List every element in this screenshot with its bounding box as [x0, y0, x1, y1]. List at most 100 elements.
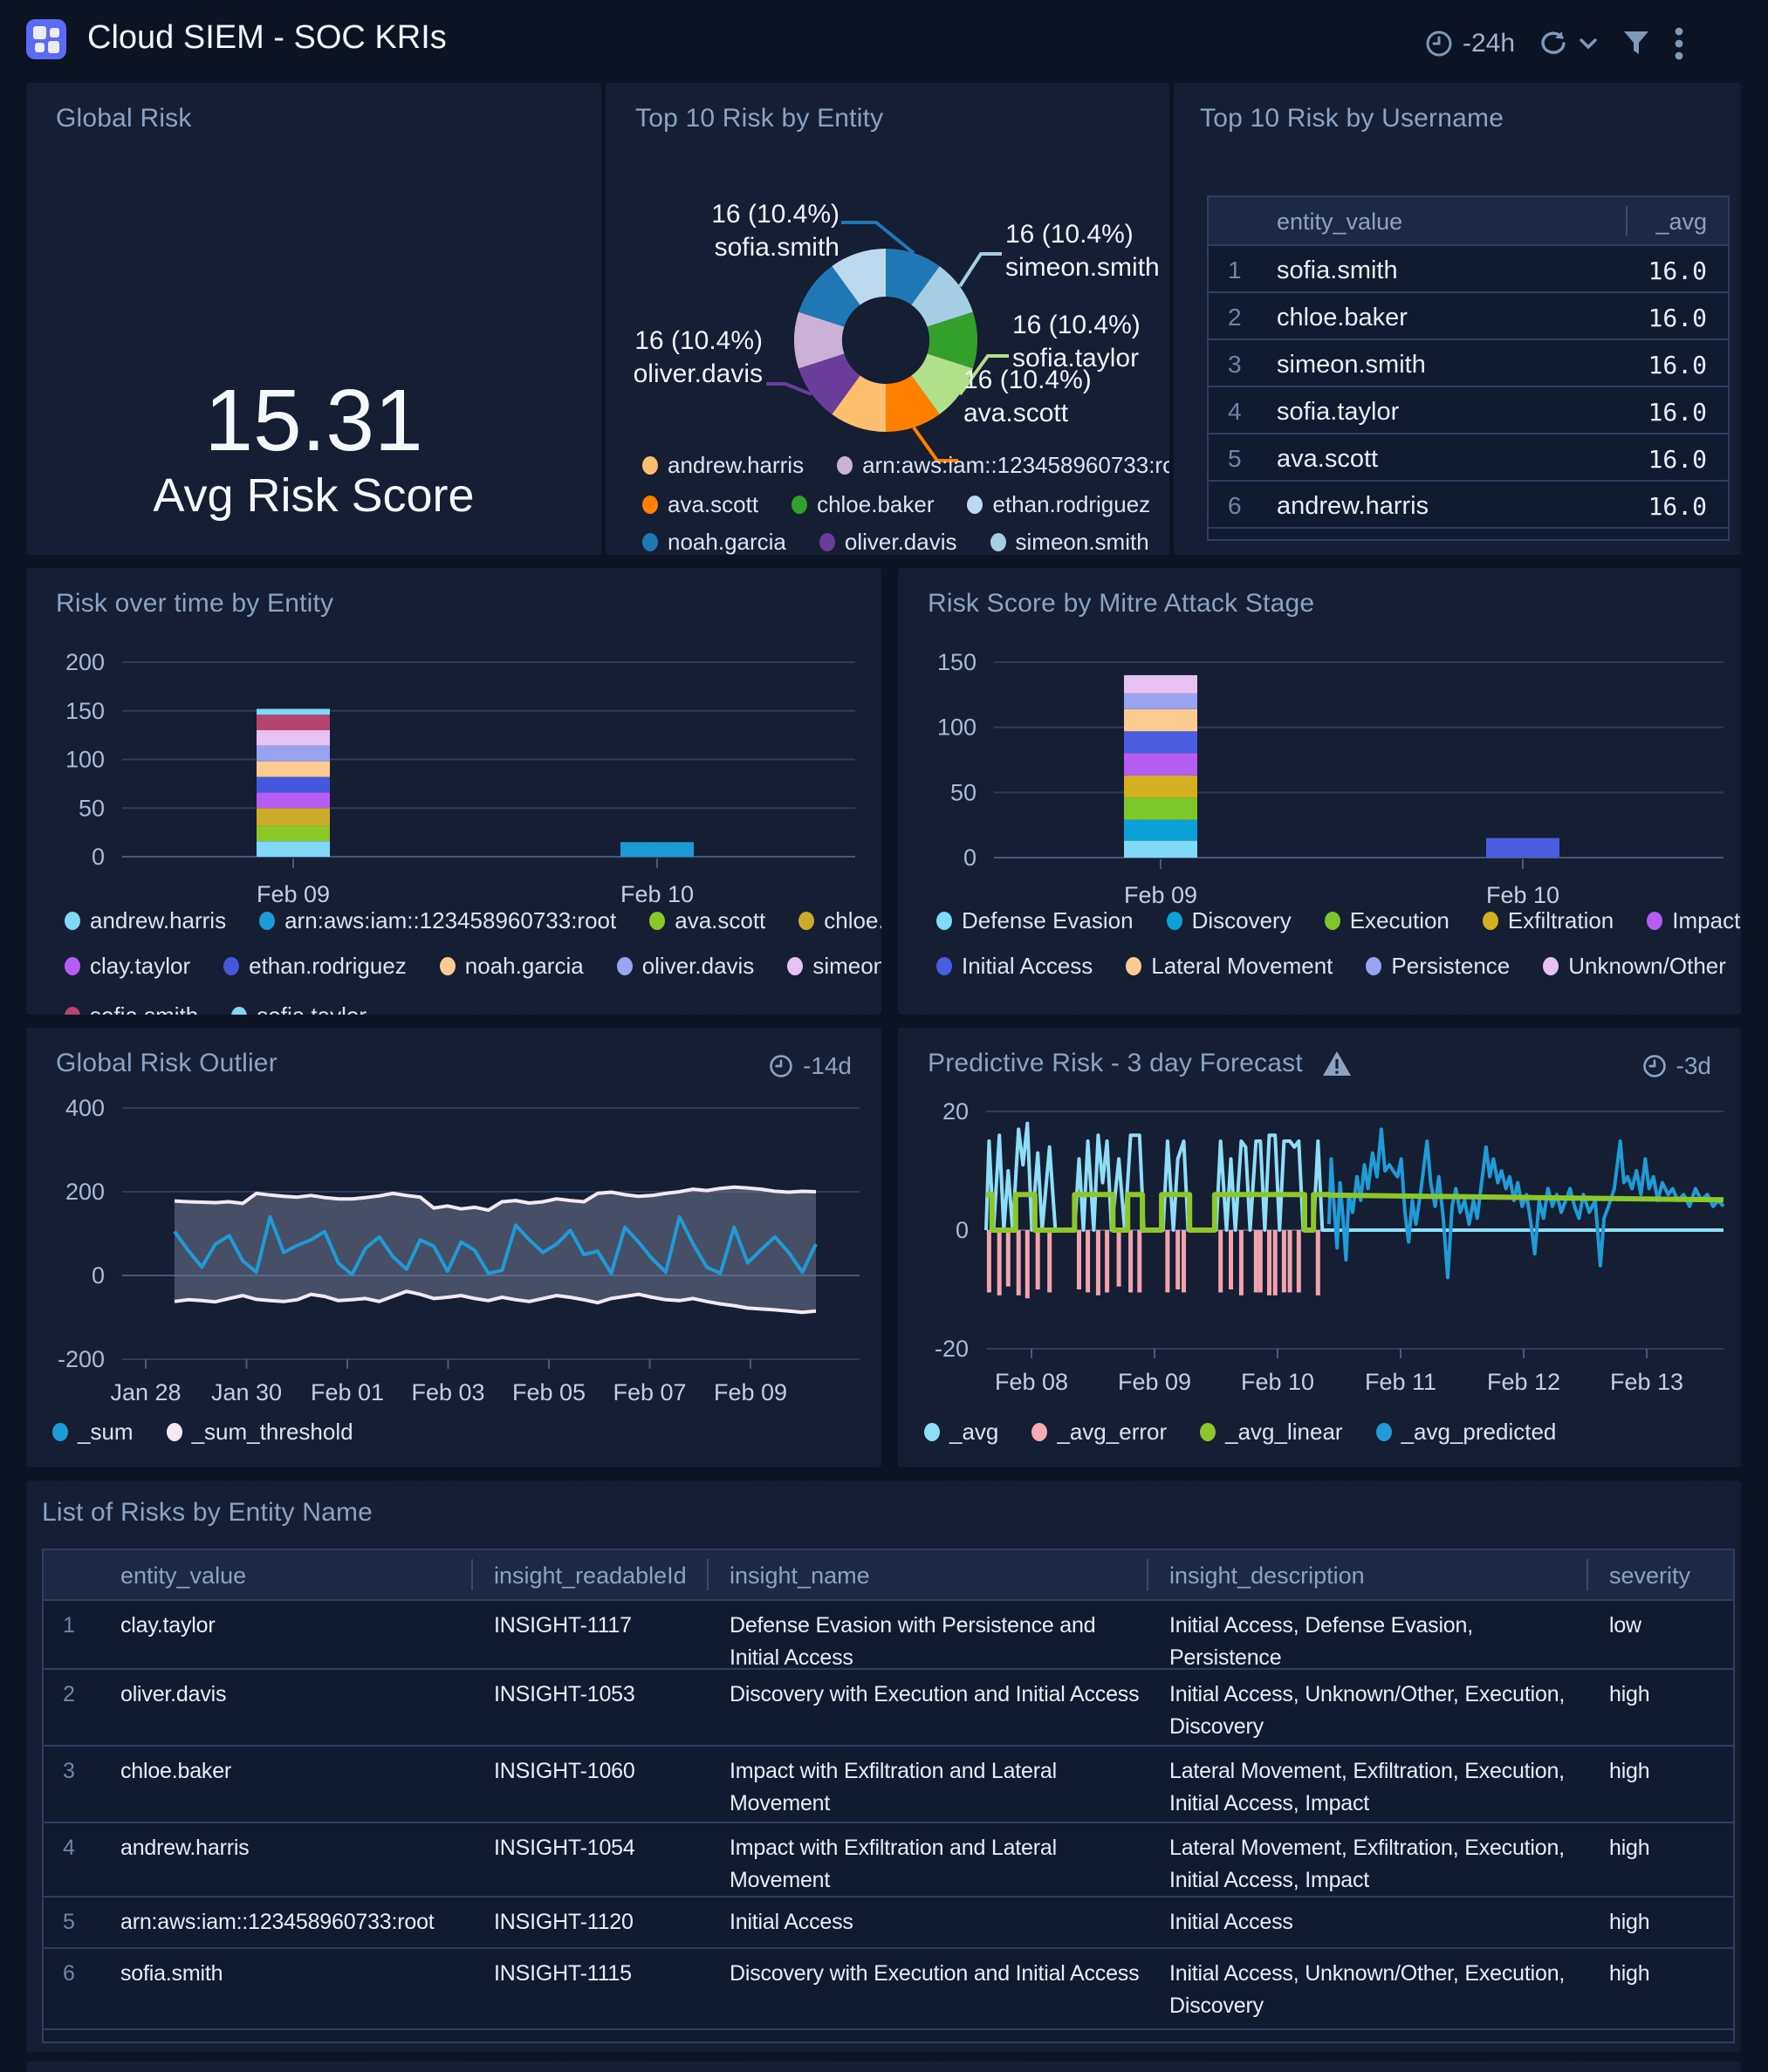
table-row[interactable]: 6 andrew.harris 16.0	[1209, 480, 1728, 527]
predictive-risk-chart[interactable]: -20 0 20 Feb 08 Feb 09 Feb 10 Feb 11 Feb 12 Feb …	[924, 1093, 1741, 1395]
donut-slice[interactable]	[832, 375, 886, 433]
time-range-button[interactable]: -24h	[1424, 29, 1515, 58]
legend-item[interactable]: _sum_threshold	[166, 1419, 353, 1446]
bar-segment[interactable]	[1124, 731, 1197, 754]
table-row[interactable]: 4 andrew.harris INSIGHT-1054 Impact with Ex…	[44, 1822, 1733, 1896]
bar-segment[interactable]	[257, 808, 330, 826]
column-header[interactable]: entity_value	[120, 1563, 247, 1589]
legend-item[interactable]: _avg_error	[1031, 1419, 1167, 1446]
bar-segment[interactable]	[1486, 838, 1559, 858]
table-row[interactable]: 1 clay.taylor INSIGHT-1117 Defense Evasion …	[44, 1599, 1733, 1670]
legend-item[interactable]: _sum	[52, 1419, 134, 1446]
bar-segment[interactable]	[257, 761, 330, 777]
legend-item[interactable]: _avg_linear	[1200, 1419, 1343, 1446]
bar-segment[interactable]	[257, 841, 330, 857]
column-header[interactable]: insight_description	[1169, 1563, 1365, 1589]
table-row[interactable]: 5 ava.scott 16.0	[1209, 433, 1728, 480]
donut-slice[interactable]	[911, 353, 973, 414]
legend-item[interactable]: simeon.smith	[990, 529, 1149, 555]
legend-item[interactable]: oliver.davis	[616, 953, 754, 980]
bar-segment[interactable]	[1124, 775, 1197, 798]
legend-item[interactable]: arn:aws:iam::123458960733:root	[259, 907, 616, 934]
legend-item[interactable]: ethan.rodriguez	[223, 953, 407, 980]
legend-item[interactable]: Defense Evasion	[936, 907, 1134, 934]
column-header[interactable]: insight_name	[730, 1563, 870, 1589]
legend-item[interactable]: Persistence	[1366, 953, 1510, 980]
bar-segment[interactable]	[1124, 693, 1197, 709]
legend-item[interactable]: ava.scott	[649, 907, 765, 934]
insight-id-cell: INSIGHT-1117	[494, 1613, 632, 1638]
donut-slice[interactable]	[798, 266, 860, 327]
y-axis-label: 20	[942, 1098, 969, 1125]
global-risk-outlier-chart[interactable]: -200 0 200 400 Jan 28 Jan 30 Feb 01 Feb 03 Feb 0…	[52, 1093, 881, 1405]
legend-item[interactable]: chloe.baker	[791, 491, 934, 518]
legend-item[interactable]: Exfiltration	[1482, 907, 1614, 934]
risk-by-entity-donut-chart[interactable]: 16 (10.4%) sofia.smith 16 (10.4%) simeon.sm…	[606, 83, 1169, 555]
donut-slice[interactable]	[927, 311, 978, 369]
legend-item[interactable]: andrew.harris	[65, 907, 226, 934]
column-header[interactable]: severity	[1609, 1563, 1691, 1589]
risk-over-time-bar-chart[interactable]: 0 50 100 150 200 Feb 09 Feb 10	[65, 649, 864, 913]
legend-item[interactable]: sofia.taylor	[231, 1002, 367, 1015]
bar-segment[interactable]	[1124, 708, 1197, 732]
kebab-menu-icon[interactable]	[1674, 24, 1684, 63]
bar-segment[interactable]	[1124, 840, 1197, 858]
legend-item[interactable]: oliver.davis	[819, 529, 957, 555]
legend-item[interactable]: noah.garcia	[642, 529, 786, 555]
mitre-bar-chart[interactable]: 0 50 100 150 Feb 09 Feb 10	[937, 649, 1736, 913]
bar-segment[interactable]	[1124, 753, 1197, 776]
legend-item[interactable]: ethan.rodriguez	[967, 491, 1150, 518]
column-header[interactable]: insight_readableId	[494, 1563, 687, 1589]
legend-item[interactable]: sofia.smith	[65, 1002, 198, 1015]
column-header[interactable]: entity_value	[1277, 209, 1403, 235]
filter-icon[interactable]	[1621, 28, 1651, 59]
legend-item[interactable]: arn:aws:iam::123458960733:root	[837, 452, 1169, 479]
legend-item[interactable]: noah.garcia	[439, 953, 584, 980]
dashboard-grid-icon[interactable]	[26, 19, 66, 59]
legend-item[interactable]: Execution	[1324, 907, 1449, 934]
warning-icon[interactable]	[1322, 1050, 1352, 1077]
bar-segment[interactable]	[257, 745, 330, 762]
legend-item[interactable]: Impact	[1647, 907, 1740, 934]
donut-slice[interactable]	[886, 249, 940, 305]
donut-slice[interactable]	[911, 266, 973, 327]
legend-item[interactable]: _avg	[924, 1419, 998, 1446]
table-row[interactable]: 3 simeon.smith 16.0	[1209, 338, 1728, 386]
legend-item[interactable]: Unknown/Other	[1543, 953, 1726, 980]
bar-segment[interactable]	[257, 730, 330, 746]
bar-segment[interactable]	[257, 792, 330, 809]
panel-time-range[interactable]: -14d	[768, 1052, 852, 1080]
donut-slice[interactable]	[832, 249, 886, 305]
bar-segment[interactable]	[1124, 797, 1197, 820]
table-row[interactable]: 4 sofia.taylor 16.0	[1209, 386, 1728, 433]
table-row[interactable]: 1 sofia.smith 16.0	[1209, 244, 1728, 291]
bar-segment[interactable]	[620, 842, 694, 857]
legend-label: ava.scott	[668, 491, 759, 517]
bar-segment[interactable]	[1124, 674, 1197, 694]
table-row[interactable]: 3 chloe.baker INSIGHT-1060 Impact with Exfi…	[44, 1745, 1733, 1822]
legend-item[interactable]: simeon.smith	[787, 953, 881, 980]
donut-slice[interactable]	[798, 353, 860, 414]
legend-item[interactable]: ava.scott	[642, 491, 758, 518]
table-row[interactable]: 2 chloe.baker 16.0	[1209, 291, 1728, 338]
legend-item[interactable]: andrew.harris	[642, 452, 804, 479]
bar-segment[interactable]	[257, 825, 330, 842]
legend-item[interactable]: Lateral Movement	[1126, 953, 1333, 980]
bar-segment[interactable]	[1124, 819, 1197, 841]
bar-segment[interactable]	[257, 715, 330, 730]
table-row[interactable]: 2 oliver.davis INSIGHT-1053 Discovery with …	[44, 1668, 1733, 1745]
legend-item[interactable]: Initial Access	[936, 953, 1093, 980]
table-row[interactable]: 6 sofia.smith INSIGHT-1115 Discovery with E…	[44, 1947, 1733, 2028]
legend-item[interactable]: chloe.baker	[798, 907, 881, 934]
legend-item[interactable]: clay.taylor	[65, 953, 190, 980]
legend-item[interactable]: Discovery	[1166, 907, 1292, 934]
panel-time-range[interactable]: -3d	[1641, 1052, 1711, 1080]
bar-segment[interactable]	[257, 776, 330, 793]
legend-item[interactable]: _avg_predicted	[1375, 1419, 1556, 1446]
bar-segment[interactable]	[257, 708, 330, 715]
column-header[interactable]: _avg	[1655, 209, 1707, 235]
donut-slice[interactable]	[793, 311, 845, 369]
donut-slice[interactable]	[886, 375, 940, 433]
refresh-button[interactable]	[1538, 29, 1599, 58]
table-row[interactable]: 5 arn:aws:iam::123458960733:root INSIGHT-1…	[44, 1896, 1733, 1947]
